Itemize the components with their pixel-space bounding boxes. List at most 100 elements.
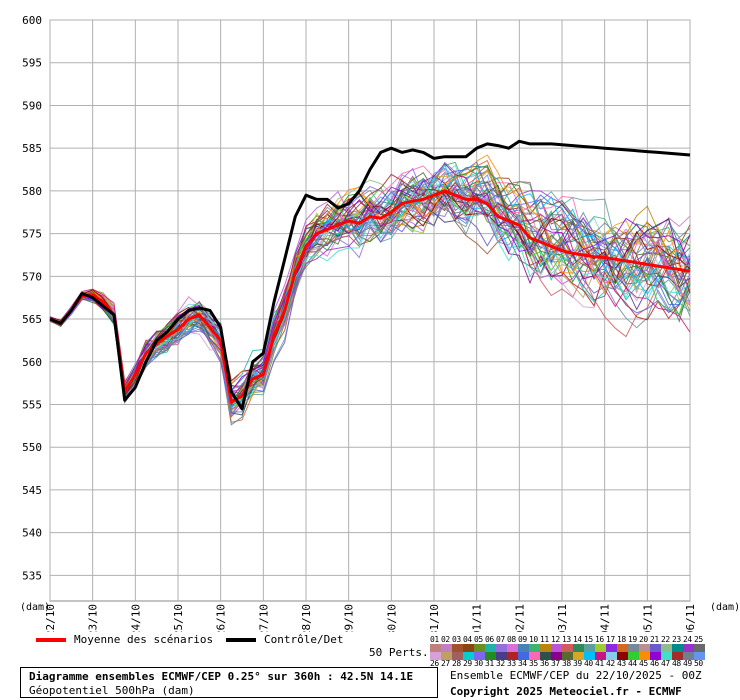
perturbation-line-45 <box>49 154 691 394</box>
x-tick-label: 02/11 <box>513 604 526 632</box>
perturbation-number: 20 <box>639 636 648 644</box>
y-tick-label-590: 590 <box>22 99 42 112</box>
perturbation-swatch-14 <box>573 644 584 652</box>
perturbation-swatch-28 <box>452 652 463 660</box>
perturbation-swatch-9 <box>518 644 529 652</box>
perturbation-number: 16 <box>595 636 604 644</box>
perturbation-swatch-13 <box>562 644 573 652</box>
perturbation-swatch-8 <box>507 644 518 652</box>
x-tick-label: 05/11 <box>641 604 654 632</box>
perturbation-swatch-20 <box>639 644 650 652</box>
perturbation-swatch-24 <box>683 644 694 652</box>
perturbation-swatch-31 <box>485 652 496 660</box>
perturbation-line-30 <box>49 167 691 418</box>
perturbation-number: 37 <box>551 660 560 668</box>
perturbation-swatch-5 <box>474 644 485 652</box>
perturbation-number: 50 <box>694 660 703 668</box>
legend-mean-label: Moyenne des scénarios <box>74 633 214 646</box>
x-tick-label: 24/10 <box>129 604 142 632</box>
info-box: Diagramme ensembles ECMWF/CEP 0.25° sur … <box>20 667 438 698</box>
perturbation-swatch-32 <box>496 652 507 660</box>
perturbation-line-42 <box>49 164 691 402</box>
y-tick-label-540: 540 <box>22 527 42 540</box>
perturbation-number: 38 <box>562 660 571 668</box>
chart-subtitle: Géopotentiel 500hPa (dam) <box>29 684 195 697</box>
perturbation-swatch-48 <box>672 652 683 660</box>
perturbation-swatch-36 <box>540 652 551 660</box>
perturbation-number: 26 <box>430 660 439 668</box>
perturbation-number: 40 <box>584 660 593 668</box>
copyright: Copyright 2025 Meteociel.fr - ECMWF <box>450 685 682 698</box>
perturbation-number: 12 <box>551 636 560 644</box>
x-tick-label: 01/11 <box>471 604 484 632</box>
perturbation-number: 21 <box>650 636 659 644</box>
perturbation-number: 43 <box>617 660 626 668</box>
y-tick-label-600: 600 <box>22 14 42 27</box>
legend-mean: Moyenne des scénarios <box>36 633 213 646</box>
perturbation-swatch-43 <box>617 652 628 660</box>
ensemble-chart: 535 540 545 550 555 560 565 570 575 580 585 590 595 6… <box>20 14 740 632</box>
perturbation-swatch-33 <box>507 652 518 660</box>
perturbation-number: 11 <box>540 636 549 644</box>
perturbation-number: 18 <box>617 636 626 644</box>
perturbation-swatch-47 <box>661 652 672 660</box>
perturbation-swatches-top <box>430 644 705 652</box>
y-tick-label-550: 550 <box>22 441 42 454</box>
perturbation-number: 06 <box>485 636 494 644</box>
perturbation-number: 32 <box>496 660 505 668</box>
perturbation-number: 31 <box>485 660 494 668</box>
perturbation-swatch-41 <box>595 652 606 660</box>
perturbation-swatch-21 <box>650 644 661 652</box>
perturbation-number: 36 <box>540 660 549 668</box>
perturbation-number: 17 <box>606 636 615 644</box>
perturbation-swatch-46 <box>650 652 661 660</box>
perturbation-number: 27 <box>441 660 450 668</box>
perturbation-swatch-22 <box>661 644 672 652</box>
chart-title: Diagramme ensembles ECMWF/CEP 0.25° sur … <box>29 670 414 683</box>
perturbation-swatch-30 <box>474 652 485 660</box>
y-tick-label-535: 535 <box>22 569 42 582</box>
perturbation-swatch-37 <box>551 652 562 660</box>
perturbation-number: 05 <box>474 636 483 644</box>
legend-mean-swatch <box>36 638 66 642</box>
perturbation-number: 33 <box>507 660 516 668</box>
x-tick-label: 03/11 <box>556 604 569 632</box>
x-tick-label: 27/10 <box>257 604 270 632</box>
y-tick-label-570: 570 <box>22 270 42 283</box>
perturbation-swatch-11 <box>540 644 551 652</box>
y-axis-label-right: (dam) <box>710 602 740 613</box>
y-tick-label-555: 555 <box>22 398 42 411</box>
perturbation-number: 34 <box>518 660 527 668</box>
perturbation-swatch-26 <box>430 652 441 660</box>
perturbation-number: 42 <box>606 660 615 668</box>
x-tick-label: 28/10 <box>300 604 313 632</box>
perturbation-number: 23 <box>672 636 681 644</box>
perturbation-swatch-16 <box>595 644 606 652</box>
perturbation-number: 22 <box>661 636 670 644</box>
perturbation-swatch-2 <box>441 644 452 652</box>
perturbation-swatch-12 <box>551 644 562 652</box>
x-tick-label: 31/10 <box>428 604 441 632</box>
perturbation-swatch-49 <box>683 652 694 660</box>
perturbation-number: 35 <box>529 660 538 668</box>
perturbation-swatch-38 <box>562 652 573 660</box>
y-tick-label-545: 545 <box>22 484 42 497</box>
perturbation-number: 45 <box>639 660 648 668</box>
perturbation-number: 09 <box>518 636 527 644</box>
series-control-line <box>49 139 691 411</box>
perturbation-line-47 <box>49 178 691 402</box>
y-tick-label-575: 575 <box>22 228 42 241</box>
x-tick-label: 23/10 <box>87 604 100 632</box>
perturbation-swatch-40 <box>584 652 595 660</box>
perturbations-label: 50 Perts. <box>369 646 429 659</box>
perturbation-number: 28 <box>452 660 461 668</box>
perturbation-swatch-25 <box>694 644 705 652</box>
perturbation-number: 15 <box>584 636 593 644</box>
perturbation-number: 39 <box>573 660 582 668</box>
perturbation-swatch-15 <box>584 644 595 652</box>
perturbation-number: 08 <box>507 636 516 644</box>
perturbation-number: 13 <box>562 636 571 644</box>
perturbation-line-43 <box>49 191 691 397</box>
perturbation-number: 30 <box>474 660 483 668</box>
perturbation-number: 44 <box>628 660 637 668</box>
